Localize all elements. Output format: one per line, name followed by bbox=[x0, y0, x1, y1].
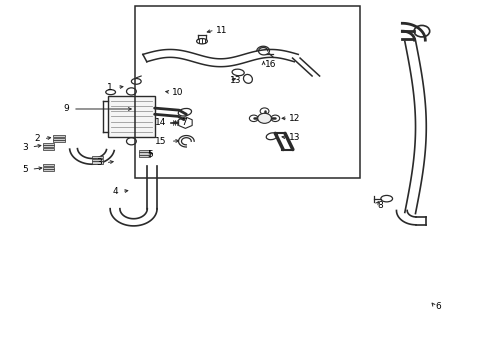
Text: 3: 3 bbox=[22, 143, 27, 152]
Text: 9: 9 bbox=[63, 104, 69, 113]
Bar bbox=[53, 135, 65, 137]
Text: 12: 12 bbox=[289, 114, 300, 123]
Text: 13: 13 bbox=[230, 76, 242, 85]
Text: 4: 4 bbox=[112, 187, 118, 196]
Bar bbox=[53, 140, 65, 142]
Bar bbox=[92, 156, 103, 158]
Text: 10: 10 bbox=[172, 87, 183, 96]
Text: 2: 2 bbox=[34, 134, 40, 143]
Bar bbox=[43, 143, 54, 145]
Bar bbox=[92, 161, 103, 163]
Text: 3: 3 bbox=[96, 158, 102, 167]
Bar bbox=[53, 138, 65, 140]
Text: 16: 16 bbox=[265, 60, 276, 69]
Text: 1: 1 bbox=[107, 83, 113, 92]
Text: 6: 6 bbox=[436, 302, 441, 311]
Bar bbox=[108, 96, 155, 137]
Bar bbox=[43, 169, 54, 171]
Bar bbox=[43, 145, 54, 147]
Bar bbox=[92, 159, 103, 161]
Text: 7: 7 bbox=[181, 118, 187, 127]
Text: 5: 5 bbox=[22, 165, 27, 174]
Bar bbox=[135, 6, 360, 178]
Text: 15: 15 bbox=[155, 137, 167, 146]
Text: 8: 8 bbox=[377, 201, 383, 210]
Text: 14: 14 bbox=[155, 118, 167, 127]
Text: 11: 11 bbox=[216, 26, 227, 35]
Bar bbox=[43, 164, 54, 166]
Circle shape bbox=[258, 113, 271, 123]
Bar bbox=[140, 150, 150, 152]
Bar bbox=[43, 167, 54, 169]
Text: 5: 5 bbox=[147, 150, 153, 159]
Bar bbox=[140, 155, 150, 157]
Bar bbox=[43, 148, 54, 150]
Bar bbox=[140, 152, 150, 154]
Text: 13: 13 bbox=[289, 133, 300, 142]
